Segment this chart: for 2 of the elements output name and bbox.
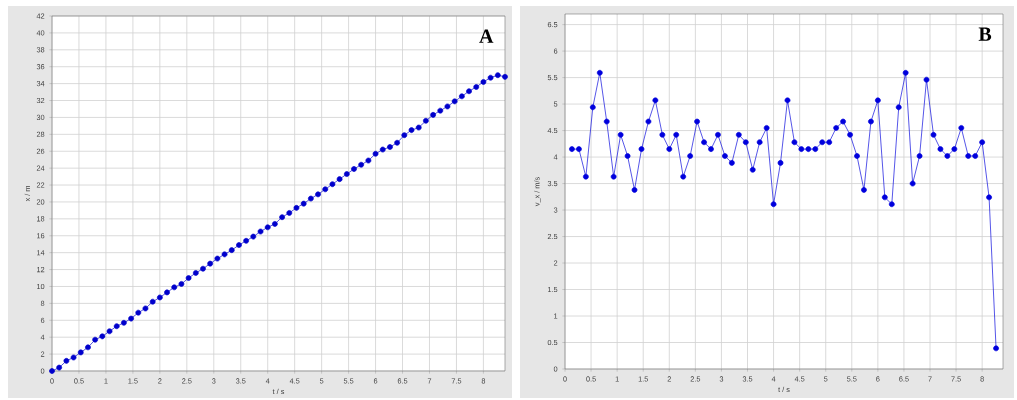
annotation: A [479, 29, 494, 43]
annotation: B [978, 27, 992, 41]
